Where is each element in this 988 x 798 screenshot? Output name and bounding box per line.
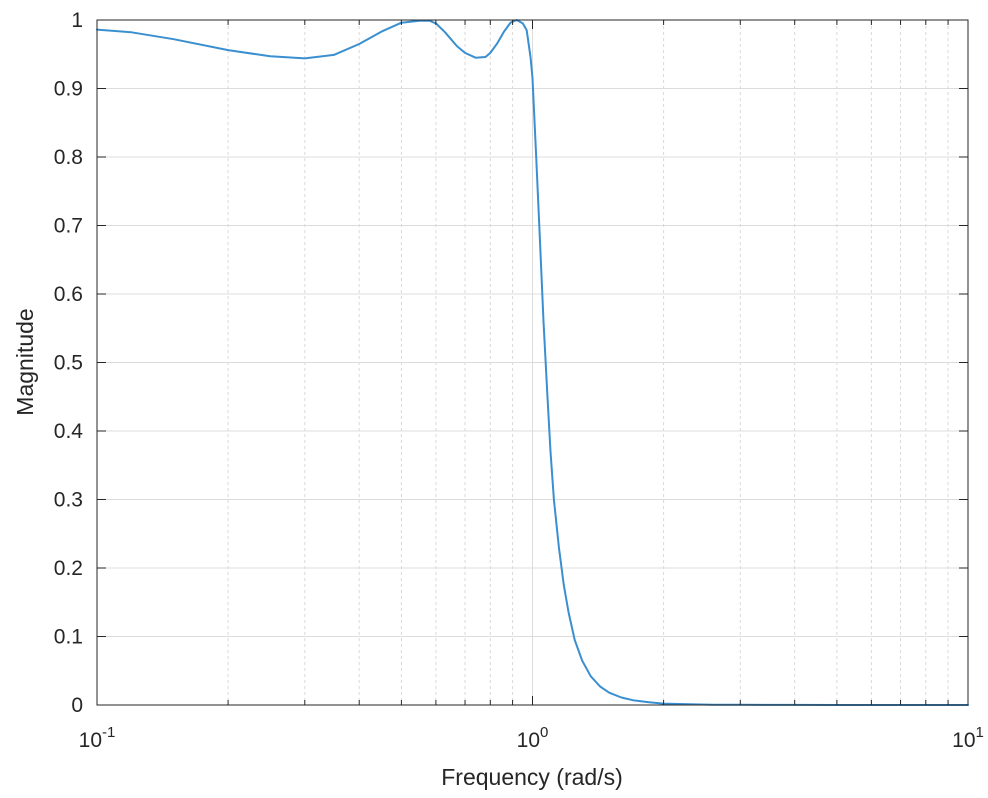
x-tick-label: 101 <box>952 724 984 752</box>
y-tick-label: 0.6 <box>54 283 83 306</box>
y-tick-label: 1 <box>71 9 83 32</box>
label-layer: 10-1 100 101 0 0.1 0.2 0.3 0.4 0.5 0.6 0.7 0.8 0.9 1 <box>54 9 984 752</box>
tick-layer <box>96 19 969 706</box>
y-tick-label: 0.3 <box>54 489 83 512</box>
y-tick-label: 0.1 <box>54 626 83 649</box>
x-tick-label: 100 <box>517 724 549 752</box>
y-tick-label: 0.7 <box>54 215 83 238</box>
x-axis-label: Frequency (rad/s) <box>441 764 623 790</box>
magnitude-series-line <box>96 19 969 706</box>
series-layer <box>96 19 969 706</box>
y-axis-label: Magnitude <box>12 308 38 415</box>
x-tick-label: 10-1 <box>79 724 116 752</box>
grid-layer <box>96 19 969 706</box>
y-tick-label: 0.9 <box>54 78 83 101</box>
y-tick-label: 0 <box>71 694 83 717</box>
y-tick-label: 0.8 <box>54 146 83 169</box>
y-tick-label: 0.5 <box>54 352 83 375</box>
y-tick-label: 0.2 <box>54 557 83 580</box>
y-tick-label: 0.4 <box>54 420 84 443</box>
